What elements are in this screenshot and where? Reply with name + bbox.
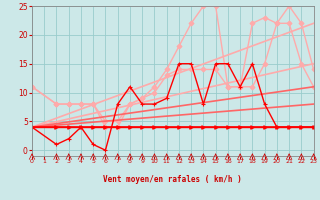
X-axis label: Vent moyen/en rafales ( km/h ): Vent moyen/en rafales ( km/h ) xyxy=(103,175,242,184)
